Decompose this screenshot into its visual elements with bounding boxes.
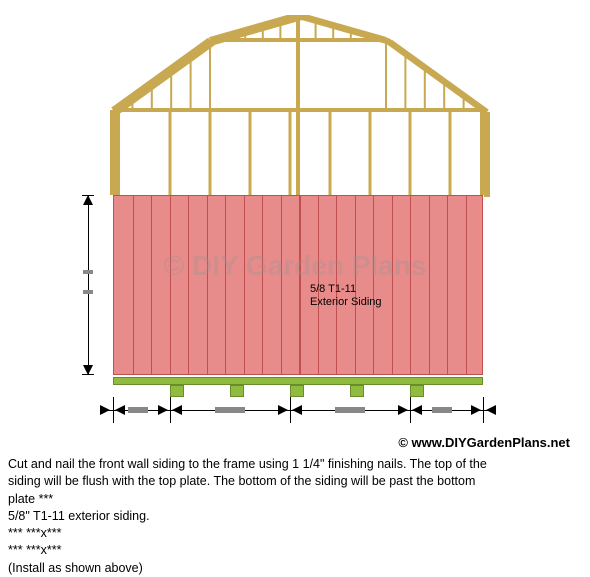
instruction-line: 5/8" T1-11 exterior siding.	[8, 508, 582, 524]
floor-joist-foot	[410, 385, 424, 397]
floor-base	[113, 377, 483, 385]
source-url: © www.DIYGardenPlans.net	[398, 435, 570, 450]
redacted-dimension	[335, 407, 365, 413]
instruction-line: *** ***x***	[8, 525, 582, 541]
gambrel-roof-framing	[90, 15, 506, 215]
dim-tick	[290, 397, 291, 423]
instruction-line: plate ***	[8, 491, 582, 507]
floor-joist-foot	[290, 385, 304, 397]
dim-tick	[170, 397, 171, 423]
siding-label-l1: 5/8 T1-11	[310, 283, 356, 295]
instruction-line: Cut and nail the front wall siding to th…	[8, 456, 582, 472]
floor-joist-foot	[350, 385, 364, 397]
dim-tick	[410, 397, 411, 423]
instruction-line: *** ***x***	[8, 542, 582, 558]
dim-arrow-icon	[83, 195, 93, 205]
instruction-line: siding will be flush with the top plate.…	[8, 473, 582, 489]
siding-label: 5/8 T1-11 Exterior Siding	[310, 283, 382, 309]
floor-joist-foot	[230, 385, 244, 397]
floor-joist-foot	[170, 385, 184, 397]
redacted-dimension	[128, 407, 148, 413]
shed-diagram: 5/8 T1-11 Exterior Siding © DIY Garden P…	[0, 0, 590, 430]
exterior-siding-panel	[113, 195, 483, 375]
dim-arrow-icon	[83, 365, 93, 375]
instructions-block: Cut and nail the front wall siding to th…	[8, 456, 582, 577]
redacted-dimension	[432, 407, 452, 413]
siding-label-l2: Exterior Siding	[310, 296, 382, 308]
dim-tick	[483, 397, 484, 423]
vertical-dimension-line	[88, 195, 89, 375]
redacted-dimension	[215, 407, 245, 413]
dim-tick	[113, 397, 114, 423]
